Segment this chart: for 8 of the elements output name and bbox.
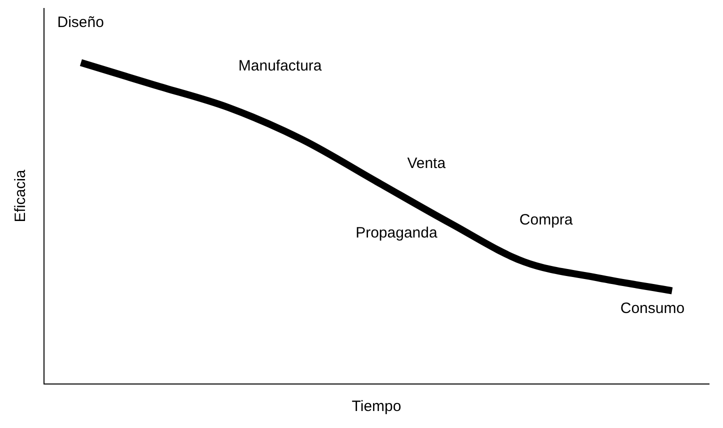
annotation: Manufactura bbox=[238, 57, 322, 74]
annotation: Venta bbox=[407, 155, 446, 172]
text: Diseño bbox=[57, 14, 104, 32]
y-axis-title: Eficacia bbox=[12, 169, 30, 222]
x-axis-title: Tiempo bbox=[352, 398, 402, 416]
annotation: Compra bbox=[519, 212, 574, 229]
annotation: Consumo bbox=[620, 300, 685, 317]
annotation: Propaganda bbox=[356, 224, 438, 242]
